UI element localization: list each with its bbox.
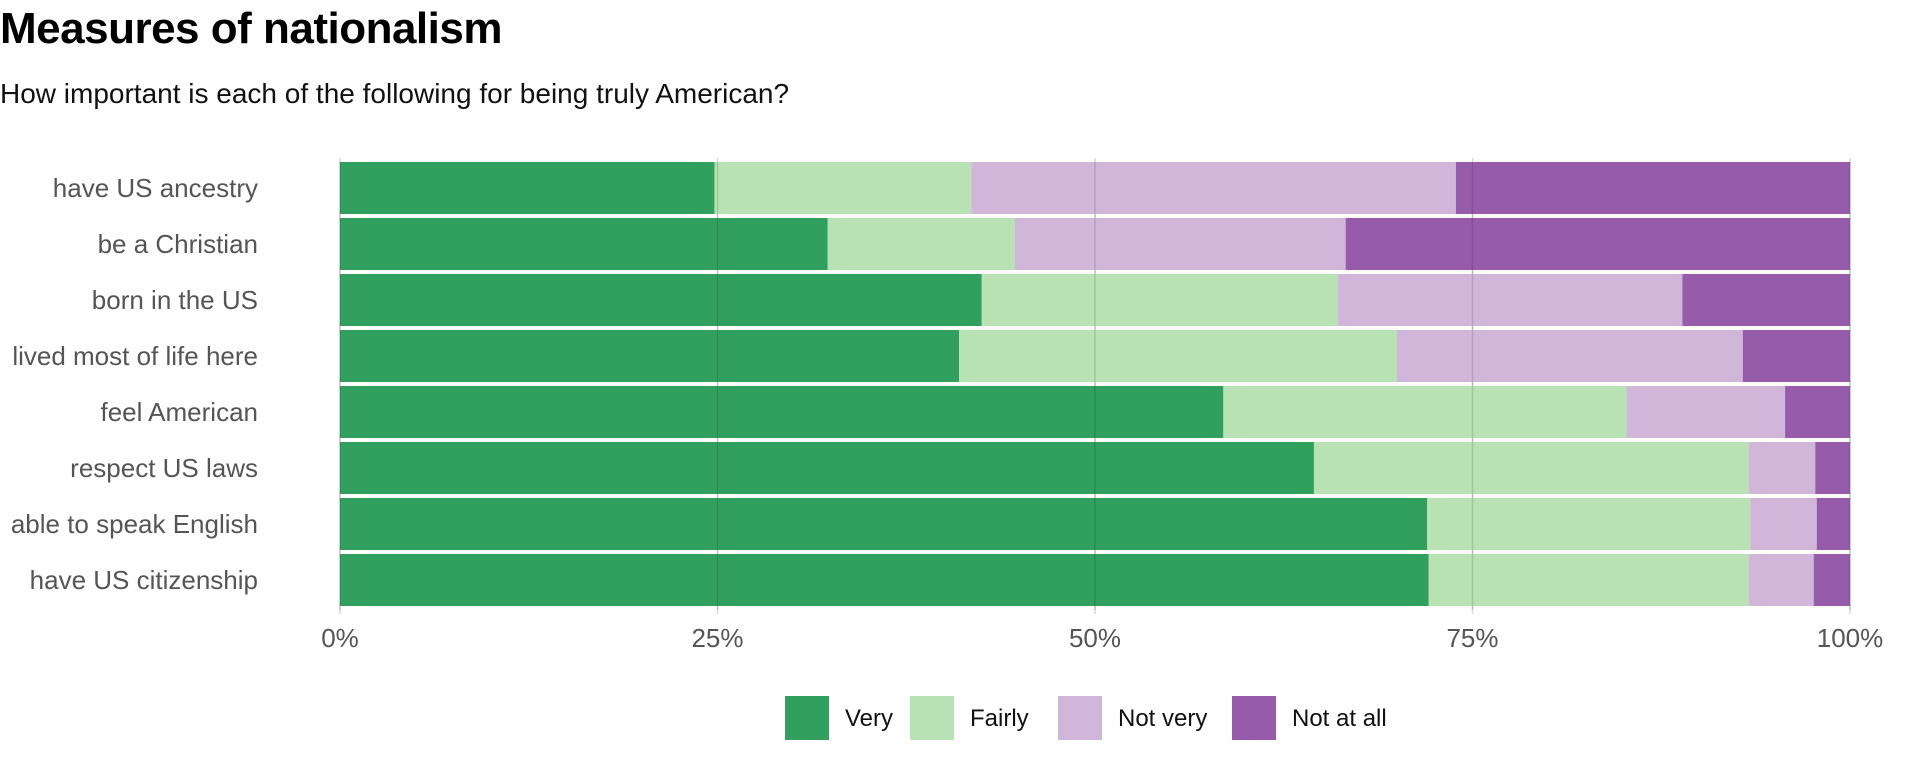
- chart-subtitle: How important is each of the following f…: [0, 78, 790, 109]
- bar-segment: [1427, 498, 1751, 550]
- legend-swatch: [910, 696, 954, 740]
- category-label: lived most of life here: [12, 341, 258, 371]
- category-label: able to speak English: [11, 509, 258, 539]
- bar-segment: [340, 218, 828, 270]
- legend-label: Not at all: [1292, 705, 1387, 732]
- bar-segment: [1813, 554, 1850, 606]
- bar-segment: [1313, 442, 1749, 494]
- x-tick-label: 100%: [1817, 623, 1884, 653]
- legend-label: Very: [845, 705, 893, 732]
- chart-title: Measures of nationalism: [0, 4, 502, 53]
- legend-swatch: [1232, 696, 1276, 740]
- legend-label: Fairly: [970, 705, 1029, 732]
- bar-segment: [340, 554, 1429, 606]
- bars: [340, 162, 1850, 606]
- x-tick-label: 50%: [1069, 623, 1121, 653]
- bar-segment: [1223, 386, 1627, 438]
- bar-segment: [1750, 498, 1817, 550]
- category-label: have US ancestry: [53, 173, 258, 203]
- category-label: born in the US: [92, 285, 258, 315]
- legend: Very Fairly Not very Not at all: [785, 696, 1387, 740]
- bar-segment: [340, 386, 1224, 438]
- bar-segment: [1742, 330, 1850, 382]
- bar-segment: [1397, 330, 1743, 382]
- bar-segment: [971, 162, 1456, 214]
- bar-segment: [1682, 274, 1850, 326]
- bar-segment: [1748, 442, 1816, 494]
- category-label: be a Christian: [98, 229, 258, 259]
- bar-segment: [340, 330, 960, 382]
- bar-segment: [340, 274, 982, 326]
- category-labels: have US ancestry be a Christian born in th…: [11, 173, 258, 595]
- bar-segment: [981, 274, 1339, 326]
- bar-segment: [340, 498, 1428, 550]
- bar-segment: [1626, 386, 1786, 438]
- bar-segment: [1815, 442, 1850, 494]
- legend-label: Not very: [1118, 705, 1207, 732]
- bar-segment: [714, 162, 972, 214]
- bar-segment: [1816, 498, 1850, 550]
- bar-segment: [1785, 386, 1850, 438]
- bar-segment: [1748, 554, 1814, 606]
- bar-segment: [340, 442, 1314, 494]
- category-label: feel American: [100, 397, 258, 427]
- x-axis-ticks: 0% 25% 50% 75% 100%: [321, 623, 1883, 653]
- x-tick-label: 0%: [321, 623, 359, 653]
- bar-segment: [959, 330, 1397, 382]
- bar-segment: [1014, 218, 1346, 270]
- category-label: respect US laws: [70, 453, 258, 483]
- gridlines-overlay: [339, 162, 1851, 610]
- legend-swatch: [1058, 696, 1102, 740]
- bar-segment: [340, 162, 715, 214]
- x-tick-label: 75%: [1446, 623, 1498, 653]
- bar-segment: [827, 218, 1015, 270]
- bar-segment: [1428, 554, 1749, 606]
- category-label: have US citizenship: [30, 565, 258, 595]
- legend-swatch: [785, 696, 829, 740]
- x-tick-label: 25%: [691, 623, 743, 653]
- bar-segment: [1338, 274, 1683, 326]
- bar-segment: [1345, 218, 1850, 270]
- bar-segment: [1455, 162, 1850, 214]
